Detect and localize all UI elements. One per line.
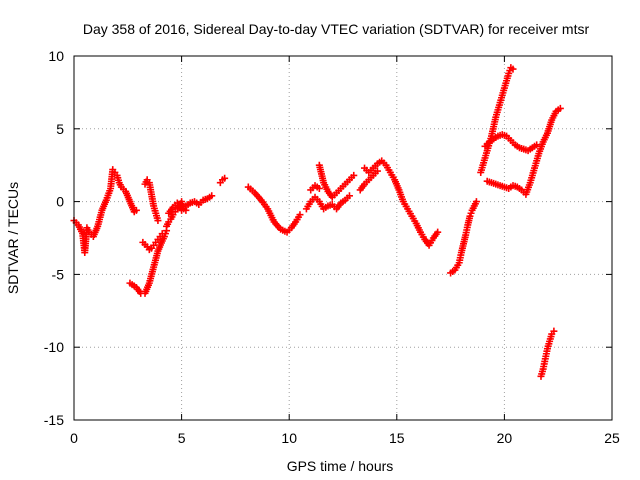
y-tick-label: -10 bbox=[44, 339, 64, 355]
x-tick-label: 10 bbox=[281, 430, 297, 446]
data-point bbox=[296, 211, 304, 219]
y-tick-label: 0 bbox=[56, 194, 64, 210]
data-series bbox=[483, 104, 564, 198]
y-tick-label: 5 bbox=[56, 121, 64, 137]
data-series bbox=[216, 174, 229, 187]
y-tick-label: 10 bbox=[48, 48, 64, 64]
chart-title: Day 358 of 2016, Sidereal Day-to-day VTE… bbox=[83, 21, 590, 37]
axis-tick-labels: 0 5 10 15 20 25 -15 -10 -5 0 5 10 bbox=[44, 48, 620, 446]
data-series bbox=[447, 198, 480, 277]
data-series bbox=[481, 131, 541, 155]
data-series bbox=[244, 183, 304, 236]
data-point bbox=[509, 65, 517, 73]
data-series bbox=[141, 176, 162, 225]
x-axis-label: GPS time / hours bbox=[287, 458, 394, 474]
data-point bbox=[345, 192, 353, 200]
x-tick-label: 0 bbox=[70, 430, 78, 446]
data-series bbox=[356, 167, 381, 194]
data-series bbox=[139, 230, 166, 254]
data-point bbox=[208, 192, 216, 200]
data-series bbox=[307, 182, 323, 194]
data-point bbox=[158, 230, 166, 238]
data-points bbox=[70, 64, 564, 380]
grid-lines bbox=[74, 56, 612, 420]
data-point bbox=[315, 184, 323, 192]
data-series bbox=[477, 64, 517, 176]
data-series bbox=[315, 161, 358, 201]
x-tick-label: 20 bbox=[497, 430, 513, 446]
data-point bbox=[154, 217, 162, 225]
data-series bbox=[126, 227, 171, 297]
data-point bbox=[373, 167, 381, 175]
plot-frame bbox=[73, 55, 613, 421]
data-series bbox=[70, 166, 140, 257]
data-point bbox=[556, 104, 564, 112]
y-axis-label: SDTVAR / TECUs bbox=[5, 182, 21, 294]
x-tick-label: 5 bbox=[178, 430, 186, 446]
data-point bbox=[221, 174, 229, 182]
data-series bbox=[165, 192, 216, 217]
y-tick-label: -5 bbox=[52, 266, 65, 282]
data-point bbox=[132, 206, 140, 214]
data-point bbox=[550, 327, 558, 335]
data-point bbox=[350, 171, 358, 179]
data-point bbox=[472, 198, 480, 206]
axis-ticks bbox=[73, 55, 613, 421]
data-series bbox=[361, 157, 442, 249]
data-series bbox=[302, 192, 353, 213]
data-series bbox=[537, 327, 558, 380]
data-point bbox=[434, 228, 442, 236]
x-tick-label: 15 bbox=[389, 430, 405, 446]
y-tick-label: -15 bbox=[44, 412, 64, 428]
x-tick-label: 25 bbox=[604, 430, 620, 446]
